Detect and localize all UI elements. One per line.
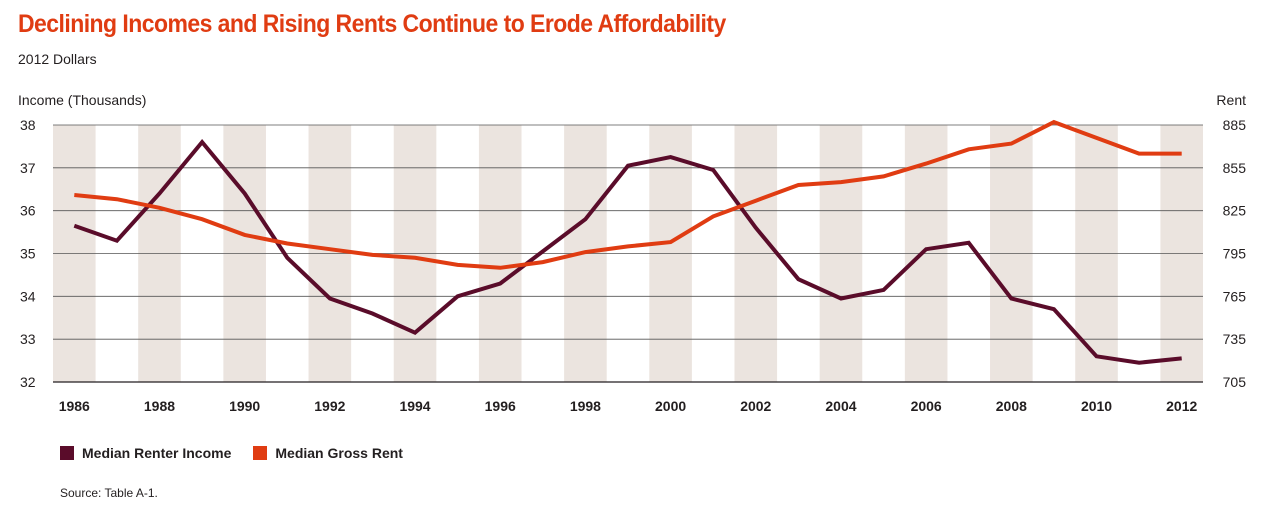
y-left-tick-label: 36 xyxy=(20,203,36,219)
y-right-tick-label: 705 xyxy=(1223,374,1247,390)
x-tick-label: 2010 xyxy=(1081,398,1112,414)
y-right-tick-label: 855 xyxy=(1223,160,1247,176)
y-left-tick-label: 37 xyxy=(20,160,36,176)
chart-title: Declining Incomes and Rising Rents Conti… xyxy=(18,10,726,38)
x-tick-label: 1992 xyxy=(314,398,345,414)
axis-labels: 32 705 33 735 34 765 35 795 36 825 37 855 38 885 Incom… xyxy=(18,92,1246,414)
legend-item-rent: Median Gross Rent xyxy=(253,445,403,461)
legend-item-income: Median Renter Income xyxy=(60,445,231,461)
x-tick-label: 2000 xyxy=(655,398,686,414)
y-left-tick-label: 32 xyxy=(20,374,36,390)
x-tick-label: 1988 xyxy=(144,398,175,414)
y-right-tick-label: 825 xyxy=(1223,203,1247,219)
x-tick-label: 1994 xyxy=(399,398,430,414)
chart-subtitle: 2012 Dollars xyxy=(18,51,97,67)
x-tick-label: 1996 xyxy=(485,398,516,414)
y-right-axis-title: Rent xyxy=(1216,92,1246,108)
y-right-tick-label: 795 xyxy=(1223,246,1247,262)
series-line-median-gross-rent xyxy=(74,119,1182,270)
legend-swatch-income xyxy=(60,446,74,460)
y-left-tick-label: 38 xyxy=(20,117,36,133)
legend-label-rent: Median Gross Rent xyxy=(275,445,403,461)
x-tick-label: 2004 xyxy=(825,398,856,414)
x-tick-label: 2012 xyxy=(1166,398,1197,414)
y-right-tick-label: 765 xyxy=(1223,288,1247,304)
y-left-tick-label: 33 xyxy=(20,331,36,347)
legend-label-income: Median Renter Income xyxy=(82,445,232,461)
y-right-tick-label: 885 xyxy=(1223,117,1247,133)
y-left-tick-label: 34 xyxy=(20,288,36,304)
y-right-tick-label: 735 xyxy=(1223,331,1247,347)
x-tick-label: 1990 xyxy=(229,398,260,414)
legend-swatch-rent xyxy=(253,446,268,460)
x-tick-label: 2002 xyxy=(740,398,771,414)
source-note: Source: Table A-1. xyxy=(60,486,158,500)
x-tick-label: 1998 xyxy=(570,398,601,414)
x-tick-label: 2006 xyxy=(911,398,942,414)
x-tick-label: 1986 xyxy=(59,398,90,414)
y-left-axis-title: Income (Thousands) xyxy=(18,92,146,108)
series-lines xyxy=(73,119,1182,365)
x-tick-label: 2008 xyxy=(996,398,1027,414)
legend: Median Renter Income Median Gross Rent xyxy=(60,445,425,461)
y-left-tick-label: 35 xyxy=(20,246,36,262)
series-line-median-renter-income xyxy=(73,138,1182,365)
